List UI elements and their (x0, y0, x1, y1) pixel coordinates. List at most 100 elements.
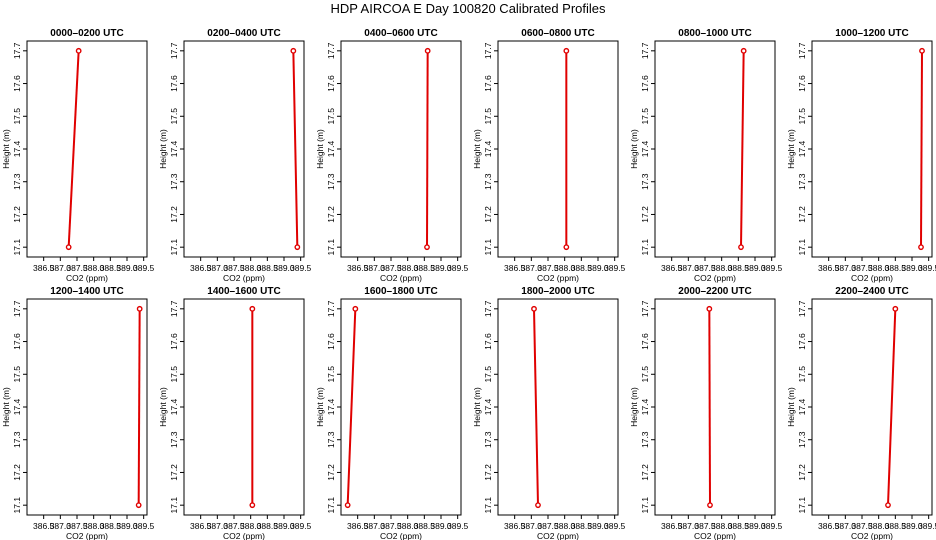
x-tick-label: 386.5 (190, 263, 212, 273)
chart-panel-5: 0800–1000 UTC386.5387.0387.5388.0388.538… (629, 28, 783, 283)
y-tick-label: 17.2 (169, 464, 179, 481)
y-tick-label: 17.4 (483, 140, 493, 157)
profile-line (67, 50, 80, 248)
x-tick-label: 386.5 (190, 521, 212, 531)
y-tick-label: 17.6 (12, 75, 22, 92)
y-axis-label: Height (m) (629, 387, 639, 427)
y-axis-label: Height (m) (472, 129, 482, 169)
plot-frame (26, 298, 148, 516)
data-point (563, 47, 570, 54)
panel-title: 1400–1600 UTC (207, 286, 280, 297)
y-tick-label: 17.3 (326, 431, 336, 448)
y-axis-label: Height (m) (786, 129, 796, 169)
x-tick-label: 387.5 (694, 521, 716, 531)
data-point (249, 502, 256, 509)
data-point (65, 244, 72, 251)
x-tick-label: 386.5 (818, 521, 840, 531)
data-point (738, 244, 744, 251)
y-tick-label: 17.7 (797, 300, 807, 317)
x-axis-label: CO2 (ppm) (694, 531, 736, 540)
y-tick-label: 17.2 (483, 464, 493, 481)
y-tick-label: 17.5 (483, 108, 493, 125)
x-tick-label: 387.0 (835, 263, 857, 273)
panel-title: 2000–2200 UTC (678, 286, 751, 297)
y-tick-label: 17.3 (640, 431, 650, 448)
y-axis-label: Height (m) (786, 387, 796, 427)
y-tick-label: 17.4 (483, 398, 493, 415)
data-point (136, 305, 143, 312)
x-tick-label: 389.5 (290, 521, 312, 531)
panel-title: 0800–1000 UTC (678, 28, 751, 39)
data-point (740, 47, 747, 54)
profile-line (346, 308, 357, 506)
panel-title: 1000–1200 UTC (835, 28, 908, 39)
chart-panel-9: 1600–1800 UTC386.5387.0387.5388.0388.538… (315, 286, 469, 540)
x-tick-label: 387.5 (66, 521, 88, 531)
x-tick-label: 388.5 (885, 263, 907, 273)
x-tick-label: 388.0 (711, 263, 733, 273)
y-tick-label: 17.5 (12, 108, 22, 125)
plot-frame (654, 40, 776, 258)
y-tick-label: 17.3 (169, 431, 179, 448)
y-tick-label: 17.2 (12, 206, 22, 223)
y-tick-label: 17.6 (797, 333, 807, 350)
x-tick-label: 389.5 (918, 521, 936, 531)
x-tick-label: 387.5 (66, 263, 88, 273)
x-tick-label: 388.5 (885, 521, 907, 531)
y-tick-label: 17.2 (326, 206, 336, 223)
x-tick-label: 388.5 (414, 263, 436, 273)
chart-panel-4: 0600–0800 UTC386.5387.0387.5388.0388.538… (472, 28, 626, 283)
y-axis-label: Height (m) (1, 387, 11, 427)
profile-line (137, 308, 141, 506)
x-tick-label: 388.0 (868, 521, 890, 531)
profile-line (426, 50, 429, 248)
profile-line (887, 308, 897, 506)
x-axis-label: CO2 (ppm) (66, 273, 108, 283)
data-point (290, 47, 297, 54)
x-axis-label: CO2 (ppm) (537, 273, 579, 283)
x-tick-label: 386.5 (347, 263, 369, 273)
y-tick-label: 17.6 (640, 333, 650, 350)
y-axis-label: Height (m) (158, 129, 168, 169)
y-tick-label: 17.1 (483, 239, 493, 256)
y-tick-label: 17.5 (326, 366, 336, 383)
y-tick-label: 17.3 (483, 431, 493, 448)
x-axis-label: CO2 (ppm) (380, 531, 422, 540)
x-tick-label: 389.0 (744, 521, 766, 531)
data-point (294, 244, 301, 251)
data-point (563, 244, 570, 251)
x-tick-label: 389.5 (761, 521, 783, 531)
chart-panel-12: 2200–2400 UTC386.5387.0387.5388.0388.538… (786, 286, 936, 540)
x-tick-label: 389.5 (604, 263, 626, 273)
y-tick-label: 17.6 (326, 75, 336, 92)
y-axis-label: Height (m) (472, 387, 482, 427)
y-tick-label: 17.1 (640, 497, 650, 514)
data-point (344, 502, 351, 509)
data-point (535, 502, 541, 509)
y-tick-label: 17.3 (640, 173, 650, 190)
y-tick-label: 17.7 (483, 300, 493, 317)
profile-line (920, 50, 923, 248)
y-tick-label: 17.7 (640, 300, 650, 317)
x-tick-label: 386.5 (661, 263, 683, 273)
x-tick-label: 388.0 (83, 521, 105, 531)
x-tick-label: 389.0 (901, 263, 923, 273)
y-tick-label: 17.4 (12, 140, 22, 157)
x-tick-label: 387.0 (835, 521, 857, 531)
plot-frame (497, 40, 619, 258)
figure-title: HDP AIRCOA E Day 100820 Calibrated Profi… (330, 1, 606, 16)
data-point (919, 47, 925, 54)
chart-panel-6: 1000–1200 UTC386.5387.0387.5388.0388.538… (786, 28, 936, 283)
plot-frame (340, 40, 462, 258)
y-tick-label: 17.5 (169, 366, 179, 383)
x-tick-label: 387.0 (50, 521, 72, 531)
y-tick-label: 17.2 (640, 464, 650, 481)
chart-panel-2: 0200–0400 UTC386.5387.0387.5388.0388.538… (158, 28, 312, 283)
y-tick-label: 17.1 (169, 239, 179, 256)
y-tick-label: 17.4 (12, 398, 22, 415)
y-tick-label: 17.3 (483, 173, 493, 190)
y-tick-label: 17.7 (169, 42, 179, 59)
x-axis-label: CO2 (ppm) (851, 531, 893, 540)
y-tick-label: 17.6 (797, 75, 807, 92)
